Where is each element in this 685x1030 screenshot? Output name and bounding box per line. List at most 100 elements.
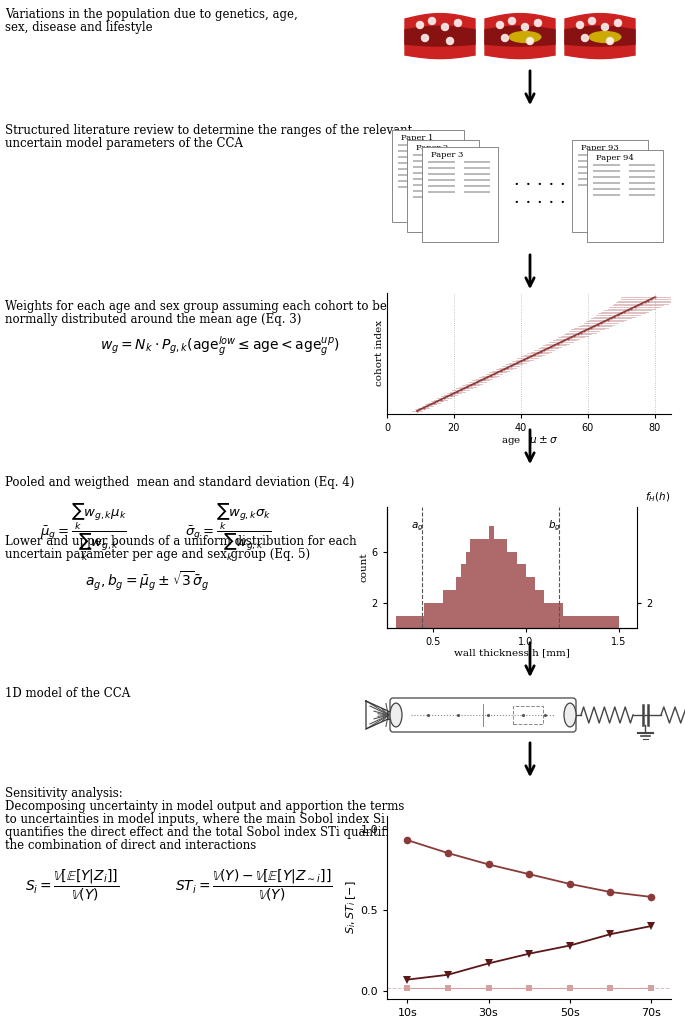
Text: Pooled and weigthed  mean and standard deviation (Eq. 4): Pooled and weigthed mean and standard de… (5, 476, 354, 489)
Bar (464, 191, 490, 193)
Bar (464, 167, 490, 169)
Bar (398, 162, 437, 164)
FancyBboxPatch shape (587, 150, 663, 242)
Bar (413, 190, 466, 192)
Text: · · · · ·: · · · · · (514, 194, 566, 212)
Bar (398, 173, 437, 176)
Ellipse shape (589, 32, 621, 42)
FancyBboxPatch shape (390, 698, 576, 732)
Bar (614, 166, 640, 168)
Bar (456, 577, 461, 628)
Bar (464, 184, 490, 187)
Bar (428, 178, 455, 181)
Ellipse shape (390, 703, 402, 727)
Bar (406, 616, 415, 628)
Text: $a_g, b_g = \bar{\mu}_g \pm \sqrt{3}\bar{\sigma}_g$: $a_g, b_g = \bar{\mu}_g \pm \sqrt{3}\bar… (85, 570, 209, 593)
Bar (493, 539, 498, 628)
X-axis label: wall thickness h [mm]: wall thickness h [mm] (454, 649, 570, 658)
Bar (398, 143, 452, 146)
Text: to uncertainties in model inputs, where the main Sobol index Si: to uncertainties in model inputs, where … (5, 813, 385, 826)
Circle shape (588, 18, 595, 25)
Text: Variations in the population due to genetics, age,: Variations in the population due to gene… (5, 8, 298, 21)
Bar (503, 539, 508, 628)
Polygon shape (405, 13, 475, 59)
Bar (413, 166, 466, 168)
Text: $a_g$: $a_g$ (411, 521, 424, 534)
Polygon shape (405, 26, 475, 46)
Y-axis label: cohort index: cohort index (375, 320, 384, 386)
Bar (572, 616, 582, 628)
Bar (593, 187, 620, 190)
Bar (535, 590, 540, 628)
Text: Paper 2: Paper 2 (416, 144, 448, 152)
Bar (526, 577, 531, 628)
Bar (413, 196, 452, 198)
Bar (484, 539, 489, 628)
Bar (593, 164, 620, 166)
Bar (593, 194, 620, 196)
Bar (464, 178, 490, 181)
Y-axis label: count: count (360, 553, 369, 582)
Text: normally distributed around the mean age (Eq. 3): normally distributed around the mean age… (5, 313, 301, 327)
Bar (578, 160, 605, 162)
Text: 1D model of the CCA: 1D model of the CCA (5, 687, 130, 700)
Bar (428, 184, 455, 187)
Bar (578, 166, 605, 168)
Text: $ST_i = \dfrac{\mathbb{V}(Y) - \mathbb{V}[\mathbb{E}[Y|Z_{\sim i}]]}{\mathbb{V}(: $ST_i = \dfrac{\mathbb{V}(Y) - \mathbb{V… (175, 868, 333, 903)
Bar (398, 179, 452, 182)
Circle shape (521, 24, 529, 31)
Text: $f_H(h)$: $f_H(h)$ (645, 490, 670, 505)
Text: uncertain model parameters of the CCA: uncertain model parameters of the CCA (5, 137, 243, 150)
Bar (424, 603, 434, 628)
Bar (629, 187, 656, 190)
Polygon shape (565, 26, 635, 46)
Bar (614, 153, 640, 156)
Bar (466, 551, 471, 628)
Circle shape (606, 37, 614, 44)
Circle shape (442, 24, 449, 31)
Bar (475, 539, 480, 628)
Bar (629, 194, 656, 196)
FancyBboxPatch shape (572, 140, 648, 232)
Bar (512, 551, 516, 628)
Bar (428, 172, 455, 175)
Bar (428, 191, 455, 193)
Bar (397, 616, 406, 628)
Bar (413, 172, 452, 174)
Bar (600, 616, 609, 628)
Text: Weights for each age and sex group assuming each cohort to be: Weights for each age and sex group assum… (5, 300, 387, 313)
Ellipse shape (564, 703, 576, 727)
Text: Paper 1: Paper 1 (401, 134, 433, 142)
Bar (593, 181, 620, 184)
Bar (609, 616, 619, 628)
Bar (434, 603, 443, 628)
FancyBboxPatch shape (422, 147, 498, 242)
Bar (614, 172, 640, 174)
Circle shape (614, 20, 621, 27)
Circle shape (447, 37, 453, 44)
Polygon shape (485, 26, 555, 46)
Bar (578, 177, 605, 180)
Bar (413, 153, 466, 156)
Bar (540, 590, 545, 628)
Ellipse shape (509, 32, 540, 42)
Circle shape (582, 34, 588, 41)
Circle shape (527, 37, 534, 44)
FancyBboxPatch shape (392, 130, 464, 222)
Bar (398, 168, 452, 170)
Bar (593, 170, 620, 172)
Circle shape (501, 34, 508, 41)
Bar (582, 616, 590, 628)
Bar (593, 175, 620, 178)
Bar (452, 590, 456, 628)
Bar (614, 183, 640, 186)
Bar (553, 603, 563, 628)
Bar (398, 149, 437, 152)
Text: Paper 93: Paper 93 (581, 144, 619, 152)
Bar (521, 564, 526, 628)
Bar (464, 172, 490, 175)
Bar (563, 616, 572, 628)
Text: quantifies the direct effect and the total Sobol index STi quantifies: quantifies the direct effect and the tot… (5, 826, 402, 839)
Circle shape (601, 24, 608, 31)
Bar (498, 539, 503, 628)
